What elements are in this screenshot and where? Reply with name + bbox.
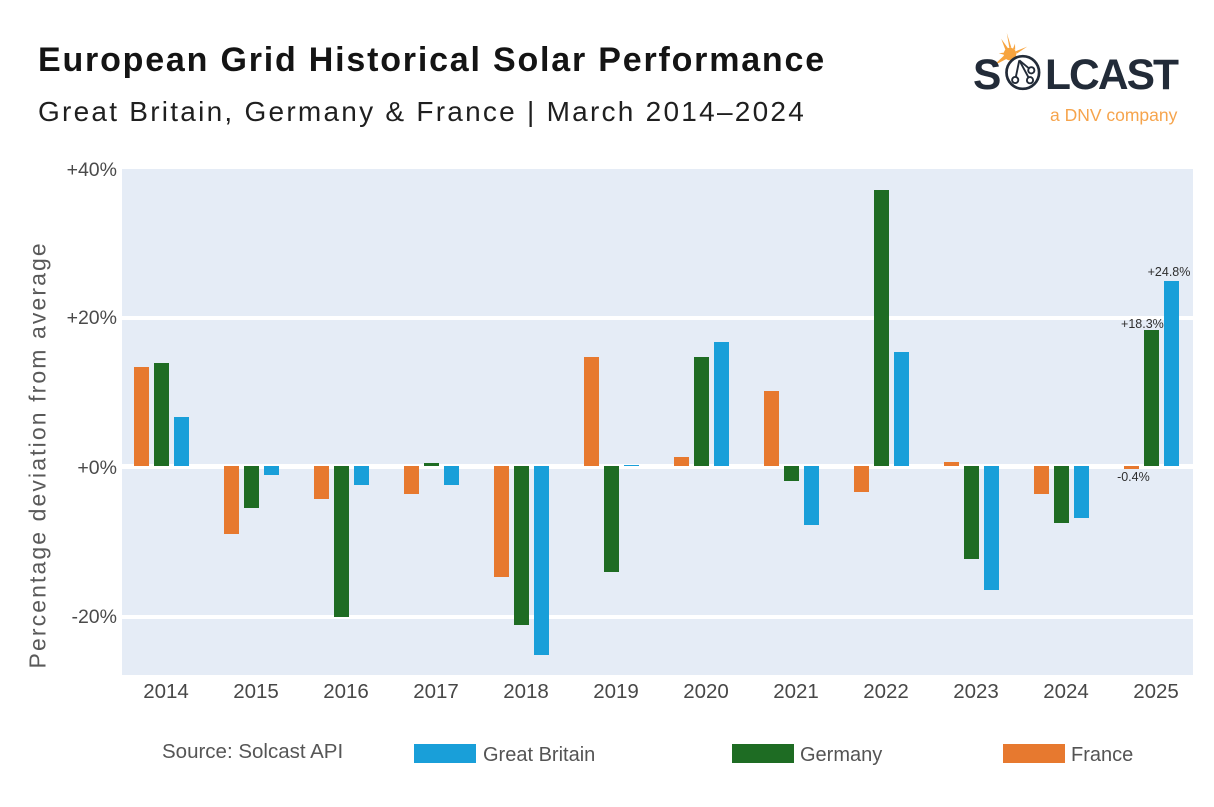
svg-text:a DNV company: a DNV company — [1050, 105, 1178, 125]
svg-text:LCAST: LCAST — [1045, 52, 1179, 99]
svg-text:S: S — [973, 52, 1001, 99]
